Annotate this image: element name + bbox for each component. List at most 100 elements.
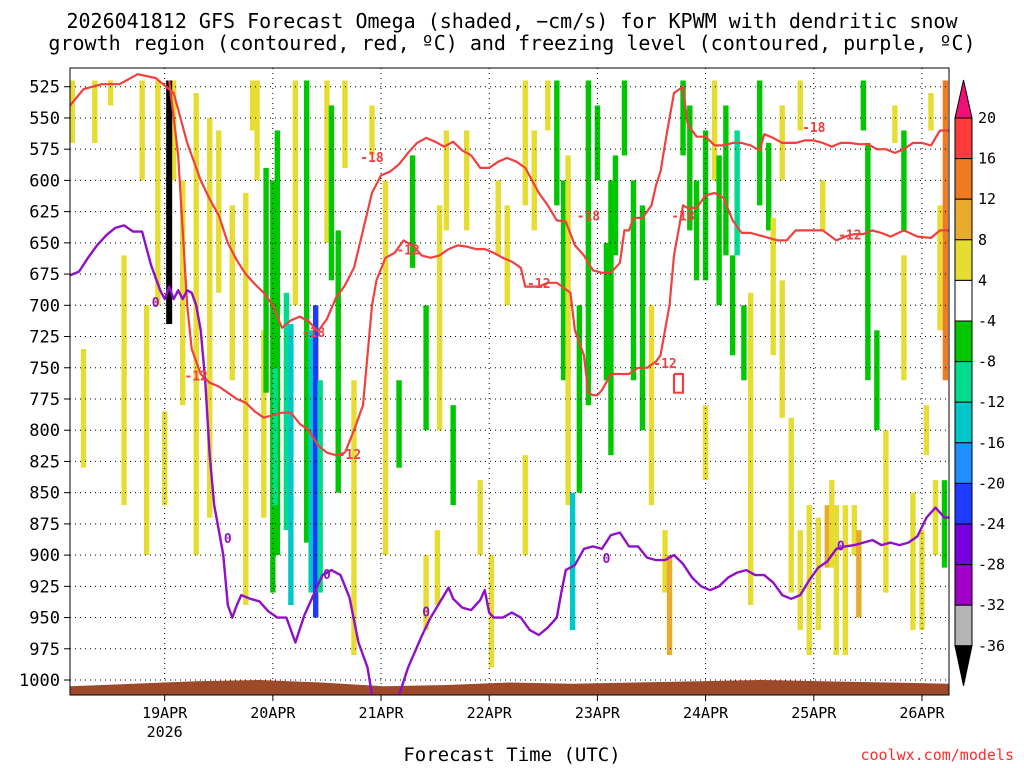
- omega-cell: [901, 130, 907, 231]
- omega-cell: [788, 417, 794, 593]
- omega-cell: [874, 330, 880, 431]
- omega-cell: [396, 380, 402, 468]
- omega-cell: [662, 530, 668, 593]
- omega-cell: [531, 130, 537, 231]
- omega-cell: [815, 517, 821, 631]
- omega-cell: [443, 130, 450, 231]
- omega-cell: [820, 180, 826, 231]
- contour-label: -12: [653, 357, 676, 372]
- chart-title-line-1: 2026041812 GFS Forecast Omega (shaded, −…: [66, 9, 958, 33]
- chart-title-line-2: growth region (contoured, red, ºC) and f…: [48, 31, 976, 55]
- contour-label: 0: [224, 532, 232, 547]
- omega-cell: [779, 280, 785, 418]
- omega-cell: [569, 492, 576, 631]
- omega-cell: [288, 324, 294, 606]
- terrain-surface: [70, 680, 949, 695]
- colorbar-label: 4: [978, 271, 987, 289]
- omega-cell: [892, 105, 898, 143]
- colorbar-label: 20: [978, 109, 996, 127]
- omega-cell: [545, 80, 551, 131]
- terrain-fill: [70, 680, 949, 695]
- omega-cell: [666, 555, 673, 656]
- site-credit: coolwx.com/models: [860, 746, 1014, 764]
- freezing-level-contours: [70, 224, 949, 695]
- omega-cell: [272, 367, 278, 506]
- red-contour-line: [672, 372, 685, 394]
- omega-cell: [687, 105, 693, 231]
- omega-cell: [680, 80, 686, 156]
- y-tick-label: 575: [29, 140, 60, 160]
- y-tick-label: 1000: [19, 671, 60, 691]
- omega-cell: [603, 242, 610, 381]
- omega-cell: [770, 217, 776, 356]
- colorbar-label: -36: [978, 637, 1005, 655]
- omega-cell: [585, 80, 592, 406]
- omega-cell: [554, 80, 560, 206]
- omega-cell: [328, 105, 335, 281]
- omega-cell: [932, 480, 939, 556]
- contour-label: -12: [838, 228, 861, 243]
- omega-cell: [702, 130, 709, 281]
- omega-cell: [833, 505, 840, 656]
- omega-cell: [261, 330, 267, 518]
- omega-cell: [342, 80, 348, 168]
- omega-cell: [317, 380, 323, 593]
- omega-cell: [741, 305, 747, 381]
- colorbar-segment: [954, 482, 973, 525]
- red-contour-line: [317, 85, 949, 333]
- omega-cell: [436, 205, 443, 431]
- omega-cell: [351, 380, 357, 656]
- omega-cell: [229, 205, 235, 381]
- x-axis-title: Forecast Time (UTC): [403, 744, 621, 766]
- omega-cell: [522, 455, 528, 556]
- omega-cell: [765, 142, 772, 231]
- colorbar-segment: [954, 564, 973, 606]
- contour-label: 0: [152, 296, 160, 311]
- omega-cell: [504, 205, 510, 306]
- x-tick-label: 23APR: [575, 704, 621, 722]
- omega-cell: [254, 80, 260, 181]
- colorbar-segment: [954, 442, 973, 484]
- omega-cell: [594, 105, 601, 181]
- omega-cell: [711, 80, 718, 181]
- omega-cell: [901, 255, 907, 381]
- omega-cell: [477, 480, 483, 556]
- plot-frame: [69, 67, 950, 696]
- colorbar-segment: [954, 361, 973, 403]
- omega-cell: [423, 305, 429, 431]
- colorbar-label: -28: [978, 556, 1005, 574]
- contour-label: -18: [302, 326, 326, 341]
- contour-label: 0: [837, 539, 845, 554]
- omega-cell: [216, 130, 222, 293]
- colorbar-label: -16: [978, 434, 1005, 452]
- x-tick-label: 19APR: [142, 704, 188, 722]
- colorbar-label: -12: [978, 393, 1005, 411]
- colorbar-segment: [954, 604, 973, 647]
- colorbar-label: 12: [978, 190, 996, 208]
- colorbar-label: -20: [978, 474, 1005, 492]
- omega-cell: [107, 80, 114, 106]
- colorbar-segment: [954, 158, 973, 200]
- omega-cell: [324, 80, 330, 243]
- contour-label: 0: [422, 606, 430, 621]
- y-tick-label: 775: [29, 390, 60, 410]
- omega-cell: [263, 167, 269, 393]
- y-tick-label: 625: [29, 203, 60, 223]
- colorbar-label: 16: [978, 150, 996, 168]
- contour-label: -12: [527, 277, 550, 292]
- colorbar-segment: [954, 117, 973, 160]
- omega-cell: [423, 555, 429, 631]
- omega-cell: [80, 349, 87, 468]
- omega-cell: [369, 105, 375, 156]
- omega-cell: [179, 180, 186, 406]
- omega-cell: [747, 292, 754, 606]
- colorbar-segment: [954, 279, 973, 322]
- omega-cell: [734, 130, 740, 256]
- omega-cell: [565, 155, 571, 506]
- y-tick-label: 700: [29, 296, 60, 316]
- colorbar-label: -4: [978, 312, 996, 330]
- y-tick-label: 600: [29, 171, 60, 191]
- omega-cell: [139, 80, 145, 181]
- omega-cell: [292, 80, 299, 306]
